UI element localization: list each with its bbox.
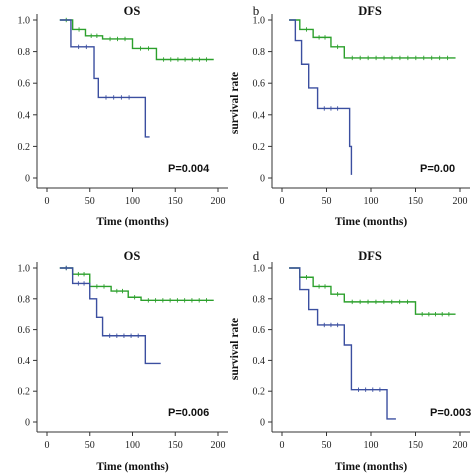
y-tick-label: 0.4 [253,110,266,121]
y-tick-label: 0.2 [253,142,266,153]
survival-curve-green [59,267,214,302]
panel-letter: b [253,3,260,18]
x-tick-label: 0 [45,196,50,207]
x-tick-label: 150 [168,440,183,451]
survival-curve-blue [289,19,353,175]
x-tick-label: 50 [322,196,332,207]
y-tick-label: 0.8 [18,47,31,58]
y-tick-label: 0.4 [18,110,31,121]
survival-curve-blue [289,267,396,420]
x-axis-label: Time (months) [335,216,407,228]
x-tick-label: 100 [125,440,140,451]
y-tick-label: 0 [260,418,265,429]
x-tick-label: 150 [168,196,183,207]
p-value-label: P=0.003 [430,407,471,419]
p-value-label: P=0.004 [168,163,210,175]
y-tick-label: 0.8 [253,294,266,305]
x-tick-label: 100 [125,196,140,207]
y-tick-label: 0 [25,418,30,429]
y-tick-label: 0.2 [253,387,266,398]
x-axis-label: Time (months) [96,461,168,473]
x-tick-label: 200 [453,196,468,207]
panel-title: DFS [358,4,382,18]
y-tick-label: 0.6 [18,79,31,90]
survival-curve-green [289,267,456,315]
x-tick-label: 200 [211,196,226,207]
panel-title: OS [124,4,141,18]
y-axis-label: survival rate [229,318,241,380]
panel-d: 0 0.2 0.4 0.6 0.8 1.0 0 50 100 150 200 DFS d Time (mo… [229,248,471,473]
y-tick-label: 0.4 [253,356,266,367]
y-tick-label: 1.0 [253,264,266,275]
panel-c: 0 0.2 0.4 0.6 0.8 1.0 0 50 100 150 200 OS Time (mont… [18,249,228,473]
x-axis-label: Time (months) [96,216,168,228]
panel-title: OS [124,249,141,263]
x-tick-label: 150 [408,196,423,207]
x-tick-label: 0 [45,440,50,451]
y-tick-label: 0 [260,174,265,185]
x-tick-label: 0 [280,196,285,207]
p-value-label: P=0.00 [420,163,455,175]
y-tick-label: 0.2 [18,142,31,153]
survival-curve-green [289,19,456,59]
panel-title: DFS [358,249,382,263]
x-tick-label: 200 [211,440,226,451]
y-tick-label: 0.8 [253,47,266,58]
y-tick-label: 0.6 [253,79,266,90]
y-tick-label: 0.6 [253,325,266,336]
x-tick-label: 50 [85,440,95,451]
survival-curve-green [59,19,214,61]
y-tick-label: 0.6 [18,325,31,336]
y-tick-label: 0.4 [18,356,31,367]
survival-curve-blue [59,267,161,365]
x-tick-label: 0 [280,440,285,451]
x-tick-label: 150 [408,440,423,451]
x-tick-label: 50 [85,196,95,207]
x-tick-label: 200 [453,440,468,451]
panel-b: 0 0.2 0.4 0.6 0.8 1.0 0 50 100 150 200 DFS b Time (mo… [229,3,470,228]
survival-curve-blue [59,19,150,138]
x-tick-label: 50 [322,440,332,451]
x-tick-label: 100 [364,196,379,207]
y-axis-label: survival rate [229,72,241,134]
p-value-label: P=0.006 [168,407,209,419]
y-tick-label: 1.0 [253,16,266,27]
y-tick-label: 0.2 [18,387,31,398]
y-tick-label: 0.8 [18,294,31,305]
panel-a: 0 0.2 0.4 0.6 0.8 1.0 0 50 100 150 200 OS Time (mont… [18,4,228,228]
y-tick-label: 1.0 [18,16,31,27]
x-tick-label: 100 [364,440,379,451]
panel-letter: d [253,248,260,263]
y-tick-label: 0 [25,174,30,185]
y-tick-label: 1.0 [18,264,31,275]
x-axis-label: Time (months) [335,461,407,473]
